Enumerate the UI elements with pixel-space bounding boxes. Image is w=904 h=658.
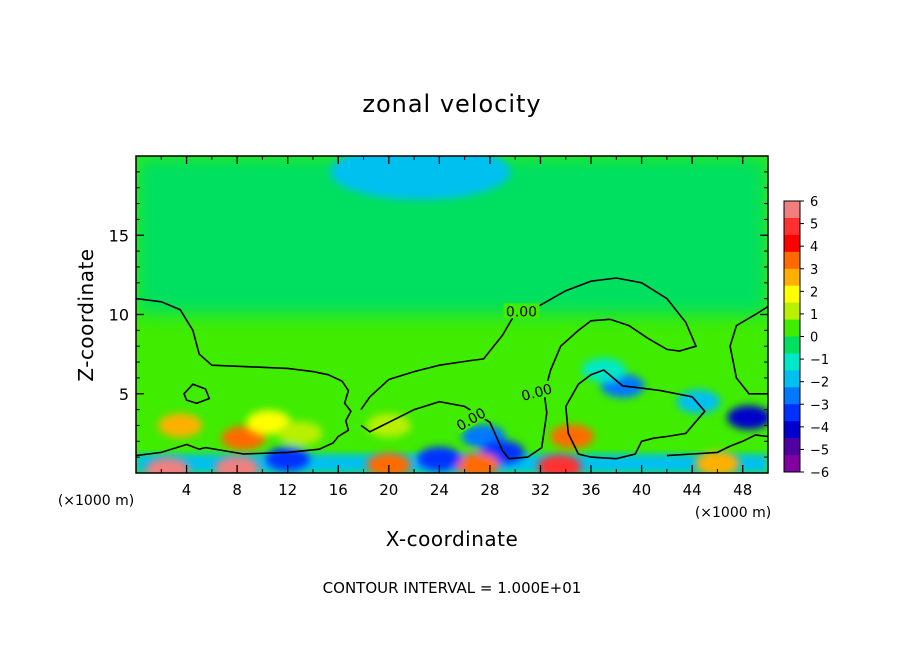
colorbar-swatch-12: [784, 404, 800, 422]
field-feature-18: [695, 451, 740, 473]
field-feature-4: [366, 413, 411, 438]
x-tick-label-44: 44: [683, 481, 702, 499]
colorbar: 6 5 4 3 2 1 0 −1 −2 −3 −4 −5 −6: [783, 195, 829, 481]
contour-label-0: 0.00: [506, 304, 537, 320]
field-feature-12: [330, 156, 511, 200]
x-unit-left: (×1000 m): [58, 493, 134, 509]
colorbar-label-0: 6: [810, 195, 818, 210]
colorbar-label-1: 5: [810, 218, 818, 233]
contour-interval-footer: CONTOUR INTERVAL = 1.000E+01: [323, 579, 582, 597]
colorbar-swatch-10: [784, 370, 800, 388]
field-feature-15: [145, 457, 190, 473]
x-tick-label-48: 48: [733, 481, 752, 499]
field-feature-17: [455, 453, 500, 473]
y-tick-label-5: 5: [119, 385, 129, 404]
colorbar-label-5: 1: [810, 308, 818, 323]
contour-label-bg-2: [451, 403, 491, 435]
colorbar-label-9: −3: [810, 398, 829, 413]
contour-line-5: [666, 434, 768, 457]
field-feature-7: [550, 424, 595, 449]
y-axis-label: Z-coordinate: [74, 248, 98, 381]
colorbar-label-12: −6: [810, 466, 829, 481]
colorbar-swatch-8: [784, 336, 800, 354]
colorbar-label-11: −5: [810, 443, 829, 458]
field-feature-10: [676, 389, 721, 414]
colorbar-label-6: 0: [810, 331, 818, 346]
colorbar-swatch-3: [784, 251, 800, 270]
field-feature-2: [246, 410, 291, 435]
field-feature-3: [278, 421, 323, 446]
y-tick-label-15: 15: [109, 226, 129, 245]
y-tick-label-10: 10: [109, 306, 129, 325]
colorbar-swatch-2: [784, 234, 800, 253]
x-tick-label-32: 32: [531, 481, 550, 499]
contour-line-3: [183, 383, 211, 405]
contour-label-bg-1: [517, 379, 556, 404]
field-feature-16: [366, 453, 411, 473]
contour-line-0: [136, 297, 352, 457]
x-tick-label-40: 40: [632, 481, 651, 499]
contour-line-1: [360, 277, 698, 460]
colorbar-swatch-4: [784, 268, 800, 287]
x-tick-label-4: 4: [182, 481, 192, 499]
colorbar-swatch-1: [784, 217, 800, 236]
colorbar-label-8: −2: [810, 376, 829, 391]
contour-label-bg-0: [503, 303, 540, 319]
contour-line-2: [729, 305, 768, 395]
zero-contours: 0.000.000.00: [136, 277, 768, 460]
heatmap-field: [136, 156, 768, 473]
chart-title: zonal velocity: [362, 90, 541, 118]
contour-line-4: [564, 369, 706, 460]
x-unit-right: (×1000 m): [695, 505, 771, 521]
colorbar-label-4: 2: [810, 285, 818, 300]
field-feature-11: [727, 405, 768, 430]
x-axis-label: X-coordinate: [386, 527, 519, 551]
field-feature-14: [215, 456, 260, 473]
x-tick-label-16: 16: [329, 481, 348, 499]
x-tick-label-36: 36: [581, 481, 600, 499]
colorbar-label-10: −4: [810, 421, 829, 436]
x-tick-label-12: 12: [278, 481, 297, 499]
x-tick-label-8: 8: [232, 481, 242, 499]
colorbar-swatch-7: [784, 319, 800, 337]
field-feature-13: [537, 454, 582, 473]
contour-label-1: 0.00: [520, 381, 554, 405]
colorbar-swatch-6: [784, 302, 800, 321]
colorbar-swatch-9: [784, 353, 800, 371]
colorbar-label-7: −1: [810, 353, 829, 368]
x-tick-label-28: 28: [480, 481, 499, 499]
colorbar-swatch-11: [784, 387, 800, 405]
colorbar-swatch-0: [784, 201, 800, 219]
colorbar-swatch-15: [784, 455, 800, 473]
field-feature-1: [221, 426, 266, 451]
x-tick-label-20: 20: [379, 481, 398, 499]
plot-area: [136, 156, 768, 473]
colorbar-label-2: 4: [810, 240, 818, 255]
colorbar-swatch-13: [784, 421, 800, 439]
x-tick-label-24: 24: [430, 481, 449, 499]
field-feature-0: [158, 413, 203, 438]
colorbar-swatch-5: [784, 285, 800, 304]
colorbar-swatch-14: [784, 438, 800, 456]
colorbar-label-3: 3: [810, 263, 818, 278]
field-feature-20: [417, 446, 462, 471]
